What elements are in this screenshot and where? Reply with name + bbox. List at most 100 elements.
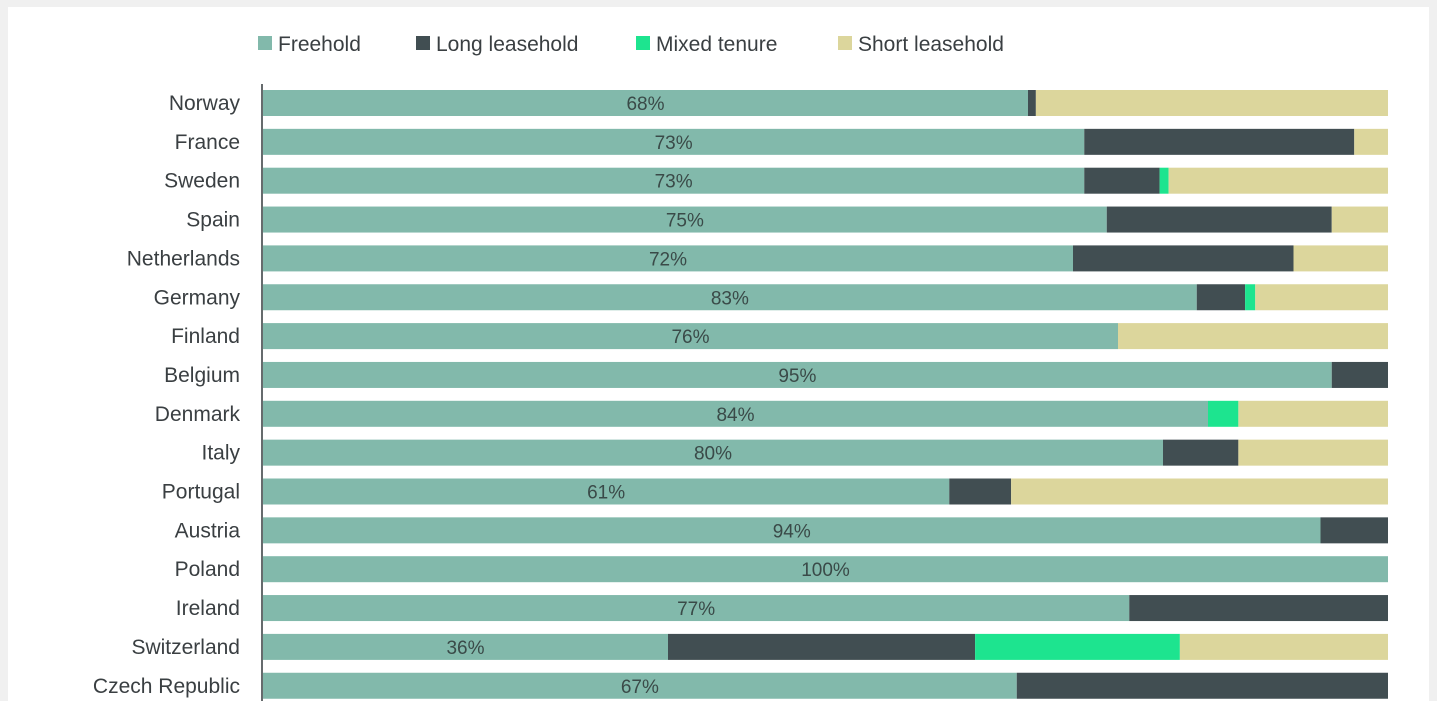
data-label: 80% xyxy=(694,444,732,465)
bar-segment-freehold xyxy=(263,672,1017,699)
bar-row: Finland 76% xyxy=(171,323,1388,350)
bar-segment-freehold xyxy=(263,90,1028,116)
bar-row: Italy 80% xyxy=(201,439,1388,466)
category-label: Belgium xyxy=(164,364,240,387)
bar-row: Norway 68% xyxy=(169,90,1388,116)
legend-swatch xyxy=(838,36,852,50)
bar-row: Poland 100% xyxy=(175,556,1388,583)
data-label: 83% xyxy=(711,288,749,309)
data-label: 68% xyxy=(626,94,664,115)
legend-label: Mixed tenure xyxy=(656,33,777,56)
bar-segment-freehold xyxy=(263,206,1107,233)
bar-segment-short-leasehold xyxy=(1179,633,1388,660)
legend-item-freehold: Freehold xyxy=(258,33,361,56)
bar-segment-short-leasehold xyxy=(1238,400,1388,427)
bar-segment-short-leasehold xyxy=(1331,206,1388,233)
data-label: 77% xyxy=(677,599,715,620)
bar-row: Ireland 77% xyxy=(176,595,1388,622)
data-label: 72% xyxy=(649,249,687,270)
data-label: 100% xyxy=(801,560,850,581)
bar-row: Austria 94% xyxy=(175,517,1388,544)
legend-swatch xyxy=(636,36,650,50)
category-label: Sweden xyxy=(164,170,240,193)
chart-panel xyxy=(8,7,1429,701)
bar-segment-short-leasehold xyxy=(1118,323,1388,350)
bar-segment-short-leasehold xyxy=(1255,284,1388,311)
bar-segment-freehold xyxy=(263,633,668,660)
legend-label: Long leasehold xyxy=(436,33,578,56)
category-label: Germany xyxy=(154,286,241,309)
bar-row: Belgium 95% xyxy=(164,361,1388,388)
legend-swatch xyxy=(258,36,272,50)
bar-segment-long-leasehold xyxy=(1106,206,1332,233)
bar-segment-short-leasehold xyxy=(1238,439,1388,466)
bar-segment-mixed-tenure xyxy=(1245,284,1256,311)
bar-segment-short-leasehold xyxy=(1293,245,1388,272)
legend-label: Freehold xyxy=(278,33,361,56)
bar-segment-freehold xyxy=(263,556,1388,583)
data-label: 94% xyxy=(773,521,811,542)
legend-item-short-leasehold: Short leasehold xyxy=(838,33,1004,56)
bar-segment-long-leasehold xyxy=(1196,284,1246,311)
bar-segment-mixed-tenure xyxy=(1159,167,1169,194)
legend-item-mixed-tenure: Mixed tenure xyxy=(636,33,777,56)
bar-segment-long-leasehold xyxy=(668,633,976,660)
bar-segment-mixed-tenure xyxy=(1208,400,1239,427)
bar-row: Netherlands 72% xyxy=(127,245,1388,272)
bar-segment-long-leasehold xyxy=(1084,128,1355,155)
category-label: Netherlands xyxy=(127,247,240,270)
data-label: 84% xyxy=(716,405,754,426)
legend-item-long-leasehold: Long leasehold xyxy=(416,33,578,56)
data-label: 36% xyxy=(446,638,484,659)
category-label: Austria xyxy=(175,519,241,542)
category-label: Norway xyxy=(169,92,241,115)
bar-segment-short-leasehold xyxy=(1354,128,1388,155)
bar-row: Czech Republic 67% xyxy=(93,672,1388,699)
category-label: France xyxy=(175,131,240,154)
bar-segment-freehold xyxy=(263,245,1073,272)
data-label: 73% xyxy=(655,172,693,193)
category-label: Czech Republic xyxy=(93,675,240,698)
category-label: Switzerland xyxy=(131,636,240,659)
data-label: 67% xyxy=(621,677,659,698)
bar-segment-long-leasehold xyxy=(1016,672,1388,699)
bar-segment-long-leasehold xyxy=(1331,361,1388,388)
bar-segment-long-leasehold xyxy=(1028,90,1036,116)
bar-segment-long-leasehold xyxy=(949,478,1012,505)
data-label: 75% xyxy=(666,211,704,232)
bar-segment-freehold xyxy=(263,517,1321,544)
bar-segment-long-leasehold xyxy=(1320,517,1388,544)
bar-row: France 73% xyxy=(175,128,1388,155)
bar-segment-short-leasehold xyxy=(1168,167,1388,194)
legend-label: Short leasehold xyxy=(858,33,1004,56)
bar-segment-freehold xyxy=(263,478,950,505)
bar-segment-freehold xyxy=(263,439,1163,466)
bar-row: Portugal 61% xyxy=(162,478,1388,505)
bar-row: Switzerland 36% xyxy=(131,633,1388,660)
bar-segment-freehold xyxy=(263,323,1118,350)
bar-segment-short-leasehold xyxy=(1035,90,1388,116)
category-label: Spain xyxy=(186,209,240,232)
bar-segment-freehold xyxy=(263,128,1085,155)
bar-segment-freehold xyxy=(263,167,1085,194)
category-label: Poland xyxy=(175,558,240,581)
category-label: Finland xyxy=(171,325,240,348)
data-label: 95% xyxy=(778,366,816,387)
data-label: 61% xyxy=(587,483,625,504)
legend-swatch xyxy=(416,36,430,50)
data-label: 73% xyxy=(655,133,693,154)
bar-row: Spain 75% xyxy=(186,206,1388,233)
data-label: 76% xyxy=(671,327,709,348)
bar-segment-long-leasehold xyxy=(1163,439,1239,466)
bar-segment-freehold xyxy=(263,284,1197,311)
bar-row: Sweden 73% xyxy=(164,167,1388,194)
bar-row: Denmark 84% xyxy=(155,400,1388,427)
bar-segment-long-leasehold xyxy=(1084,167,1160,194)
bar-segment-long-leasehold xyxy=(1073,245,1294,272)
bar-segment-mixed-tenure xyxy=(975,633,1180,660)
category-label: Ireland xyxy=(176,597,240,620)
category-label: Italy xyxy=(201,442,240,465)
bar-segment-freehold xyxy=(263,595,1130,622)
